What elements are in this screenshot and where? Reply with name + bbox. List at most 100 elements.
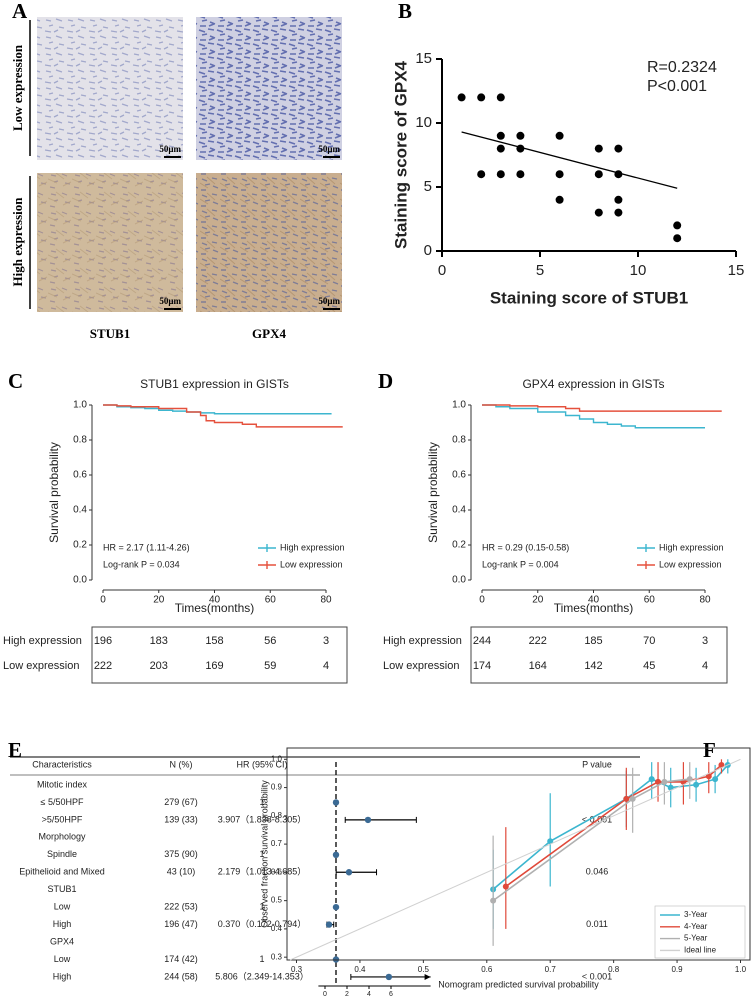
risk-row-label: Low expression <box>3 660 79 672</box>
calibration-point <box>718 761 725 768</box>
column-header: P value <box>582 759 612 769</box>
y-tick-label: 15 <box>415 50 432 67</box>
row-hr: 5.806（2.349-14.353） <box>215 971 309 981</box>
y-tick-label: 0.3 <box>271 952 283 961</box>
point <box>594 208 603 217</box>
x-tick-label: 15 <box>728 262 745 279</box>
calibration-point <box>686 776 693 783</box>
row-hr: 1 <box>259 954 264 964</box>
legend-label: Low expression <box>659 559 722 569</box>
y-tick-label: 0.6 <box>452 470 466 481</box>
point <box>614 208 623 217</box>
survival-curve <box>103 404 332 415</box>
legend-label: Ideal line <box>684 946 717 955</box>
scale-bar-label: 50μm <box>159 296 181 306</box>
point <box>614 195 623 204</box>
y-tick-label: 0.5 <box>271 896 283 905</box>
point <box>594 144 603 153</box>
y-axis-title: Staining score of GPX4 <box>391 60 410 249</box>
annotation: P<0.001 <box>647 78 707 95</box>
row-label: High <box>53 971 72 981</box>
x-tick-label: 1.0 <box>735 965 747 974</box>
row-hr: 0.370（0.172-0.794） <box>218 919 307 929</box>
x-tick-label: 4 <box>367 991 371 998</box>
point <box>555 195 564 204</box>
row-n: 174 (42) <box>164 954 198 964</box>
risk-row-label: Low expression <box>383 660 459 672</box>
survival-curve <box>482 404 705 429</box>
x-tick-label: 10 <box>630 262 647 279</box>
calibration-point <box>705 773 712 780</box>
point <box>673 221 682 230</box>
point <box>555 131 564 140</box>
calibration-line <box>492 778 690 902</box>
risk-count: 3 <box>702 635 708 647</box>
point <box>555 170 564 179</box>
x-tick-label: 60 <box>265 595 277 606</box>
y-tick-label: 0.6 <box>73 470 87 481</box>
x-tick-label: 80 <box>320 595 332 606</box>
row-p: 0.046 <box>586 867 609 877</box>
x-tick-label: 20 <box>532 595 544 606</box>
annotation: HR = 0.29 (0.15-0.58) <box>482 542 569 552</box>
row-label: STUB1 <box>47 884 76 894</box>
x-tick-label: 5 <box>536 262 544 279</box>
row-n: 222 (53) <box>164 902 198 912</box>
x-axis-title: Times(months) <box>175 601 255 615</box>
risk-count: 222 <box>529 635 547 647</box>
row-n: 139 (33) <box>164 814 198 824</box>
risk-count: 4 <box>702 660 708 672</box>
point <box>496 93 505 102</box>
x-tick-label: 40 <box>209 595 221 606</box>
micrograph-texture <box>196 173 342 312</box>
y-tick-label: 10 <box>415 114 432 131</box>
row-p: < 0.001 <box>582 971 612 981</box>
survival-curve <box>103 404 343 428</box>
row-label: Low expression <box>10 44 25 131</box>
x-tick-label: 0.5 <box>418 965 430 974</box>
risk-count: 222 <box>94 660 112 672</box>
micrographs: 50μm 50μm 50μm 50μm Low expression High … <box>10 17 342 341</box>
x-tick-label: 60 <box>644 595 656 606</box>
y-tick-label: 1.0 <box>73 400 87 411</box>
annotation: Log-rank P = 0.004 <box>482 559 559 569</box>
y-tick-label: 0.4 <box>271 924 283 933</box>
x-tick-label: 6 <box>389 991 393 998</box>
chart-title: STUB1 expression in GISTs <box>140 377 289 391</box>
risk-table-frame <box>470 626 728 684</box>
y-axis-title: Survival probability <box>47 442 61 543</box>
row-p: 0.011 <box>586 919 608 929</box>
y-tick-label: 0.0 <box>452 575 466 586</box>
y-tick-label: 0.8 <box>271 811 283 820</box>
point <box>457 93 466 102</box>
point <box>614 144 623 153</box>
legend-label: Low expression <box>280 559 343 569</box>
panel-label: C <box>8 369 23 393</box>
point <box>477 170 486 179</box>
y-tick-label: 0.7 <box>271 839 283 848</box>
scale-bar-label: 50μm <box>318 296 340 306</box>
x-tick-label: 20 <box>153 595 165 606</box>
x-tick-label: 0 <box>479 595 485 606</box>
risk-count: 70 <box>643 635 655 647</box>
point <box>516 170 525 179</box>
x-axis-title: Nomogram predicted survival probability <box>438 979 599 989</box>
calibration-point <box>502 883 509 890</box>
calibration-point <box>712 776 719 783</box>
row-hr: 1 <box>259 849 264 859</box>
x-tick-label: 0.9 <box>671 965 683 974</box>
chart-title: GPX4 expression in GISTs <box>522 377 664 391</box>
row-n: 244 (58) <box>164 971 198 981</box>
row-label: Epithelioid and Mixed <box>19 867 105 877</box>
y-axis-title: Observed fraction survival probability <box>259 780 269 928</box>
row-label: High expression <box>10 197 25 287</box>
row-label: Low <box>54 902 71 912</box>
risk-count: 244 <box>473 635 491 647</box>
risk-count: 56 <box>264 635 276 647</box>
annotation: R=0.2324 <box>647 59 717 76</box>
x-tick-label: 0.6 <box>481 965 493 974</box>
panel-label: B <box>398 0 412 23</box>
calibration-point <box>623 795 630 802</box>
risk-row-label: High expression <box>383 635 462 647</box>
